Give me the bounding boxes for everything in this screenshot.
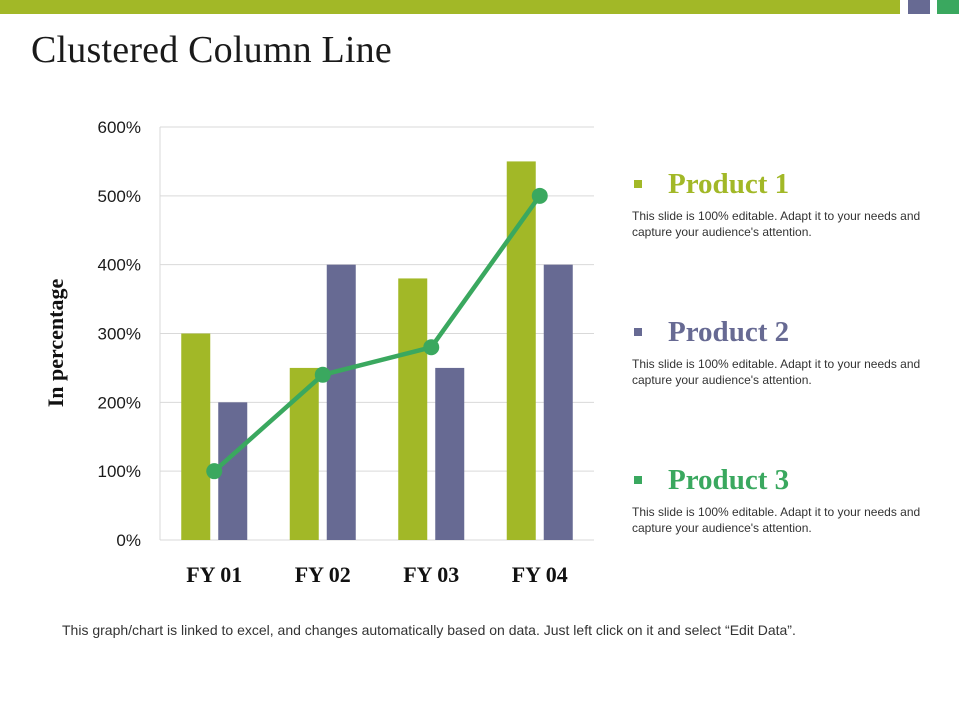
legend-description: This slide is 100% editable. Adapt it to… [632, 209, 921, 239]
legend-heading: Product 3 [632, 464, 932, 498]
y-tick-label: 200% [98, 393, 141, 412]
slide-title: Clustered Column Line [31, 29, 392, 71]
x-tick-label: FY 02 [295, 562, 351, 587]
bar-product-2-fy-04 [543, 264, 573, 540]
legend-item-product-1: Product 1 This slide is 100% editable. Ad… [632, 168, 932, 239]
legend-name: Product 1 [668, 168, 790, 200]
bar-product-1-fy-02 [289, 367, 319, 540]
bar-product-2-fy-03 [435, 367, 465, 540]
bar-product-1-fy-03 [398, 278, 428, 540]
square-bullet-icon [634, 328, 642, 336]
legend-description: This slide is 100% editable. Adapt it to… [632, 505, 921, 535]
legend-name: Product 2 [668, 316, 790, 348]
y-tick-label: 400% [98, 256, 141, 275]
y-tick-label: 100% [98, 462, 141, 481]
legend-name: Product 3 [668, 464, 790, 496]
accent-square-green [937, 0, 959, 14]
legend-item-product-2: Product 2 This slide is 100% editable. Ad… [632, 316, 932, 387]
footnote: This graph/chart is linked to excel, and… [62, 622, 796, 638]
x-tick-label: FY 01 [186, 562, 242, 587]
square-bullet-icon [634, 476, 642, 484]
line-product-3 [212, 193, 542, 474]
y-axis-title: In percentage [43, 279, 68, 408]
point-product-3-fy-01 [206, 463, 223, 480]
point-product-3-fy-03 [423, 339, 440, 356]
legend-description: This slide is 100% editable. Adapt it to… [632, 357, 921, 387]
legend-heading: Product 1 [632, 168, 932, 202]
point-product-3-fy-02 [314, 366, 331, 383]
bar-product-1-fy-01 [181, 333, 211, 540]
bar-product-2-fy-01 [218, 402, 248, 540]
legend-heading: Product 2 [632, 316, 932, 350]
top-accent-bar [0, 0, 900, 14]
y-tick-label: 0% [116, 531, 141, 550]
square-bullet-icon [634, 180, 642, 188]
x-tick-label: FY 03 [403, 562, 459, 587]
clustered-column-line-chart: 0% 100% 200% 300% 400% 500% 600% In percentage F… [43, 118, 594, 587]
y-tick-label: 300% [98, 325, 141, 344]
legend-item-product-3: Product 3 This slide is 100% editable. Ad… [632, 464, 932, 535]
point-product-3-fy-04 [531, 187, 548, 204]
y-tick-label: 600% [98, 118, 141, 137]
bar-product-2-fy-02 [326, 264, 356, 540]
x-tick-label: FY 04 [512, 562, 568, 587]
accent-square-purple [908, 0, 930, 14]
y-tick-label: 500% [98, 187, 141, 206]
